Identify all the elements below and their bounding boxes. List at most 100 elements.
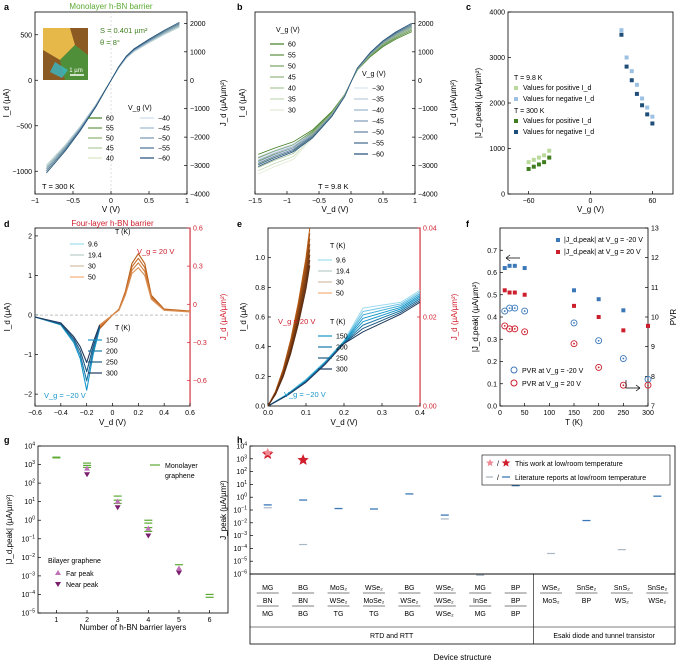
x-axis-label: Number of h-BN barrier layers xyxy=(80,623,187,632)
series-line xyxy=(258,26,412,168)
y2-tick-label: 0 xyxy=(193,302,197,309)
x-tick-label: 0.5 xyxy=(144,198,154,205)
legend-label: Monolayer xyxy=(165,463,198,470)
legend-swatch xyxy=(514,97,518,101)
y-tick-exponent: −5 xyxy=(29,609,35,615)
y2-axis-label: J_d (µA/µm²) xyxy=(449,79,458,126)
y-tick-exponent: −2 xyxy=(241,518,247,524)
device-layer-mid: MoS₂ xyxy=(542,598,559,605)
legend-title: T (K) xyxy=(115,325,130,332)
scale-bar-label: 1 µm xyxy=(69,68,82,74)
data-point xyxy=(508,291,512,295)
legend-label: Near peak xyxy=(66,582,99,589)
y2-tick-label: 11 xyxy=(651,285,658,292)
y-axis-label: I_d (µA) xyxy=(239,302,248,331)
y2-tick-label: 13 xyxy=(651,226,659,233)
y-tick-exponent: 4 xyxy=(32,442,35,448)
y-tick-label: 10−1 xyxy=(234,506,248,515)
y2-tick-label: 1000 xyxy=(190,49,206,56)
y-tick-label: 0.2 xyxy=(487,359,497,366)
y-tick-label: 0.6 xyxy=(487,270,497,277)
device-layer-top: WSe₂ xyxy=(365,585,383,592)
y-axis-label: |J_d,peak| (µA/µm²) xyxy=(5,494,14,565)
data-point xyxy=(630,69,634,73)
data-point-center xyxy=(504,310,506,312)
legend-label: −50 xyxy=(158,136,170,143)
data-point-center xyxy=(647,384,649,386)
arrow-left xyxy=(506,255,520,261)
device-layer-top: SnSe₂ xyxy=(577,585,597,592)
legend-label: 300 xyxy=(106,371,118,378)
annotation-angle: θ = 8° xyxy=(100,38,120,47)
legend-label: Values for negative I_d xyxy=(523,96,594,103)
x-tick-label: −60 xyxy=(523,198,535,205)
y-tick-label: 0.0 xyxy=(487,404,497,411)
legend-title: T (K) xyxy=(115,229,130,236)
legend-title: T (K) xyxy=(330,319,345,326)
data-point xyxy=(645,106,649,110)
device-layer-mid: BN xyxy=(263,598,273,605)
y2-tick-label: −1000 xyxy=(418,106,438,113)
data-point-center xyxy=(509,307,511,309)
legend-label: 60 xyxy=(288,42,296,49)
panel-title: Monolayer h-BN barrier xyxy=(69,2,152,11)
x-tick-label: 300 xyxy=(642,410,654,417)
device-layer-mid: WS₂ xyxy=(615,598,629,605)
legend-label: −40 xyxy=(158,116,170,123)
y-tick-label: 102 xyxy=(236,467,247,476)
legend-title: V_g (V) xyxy=(276,27,300,34)
legend-label: 200 xyxy=(336,345,348,352)
y-axis-label: J_peak (µA/µm²) xyxy=(219,480,228,540)
y-tick-label: 2 xyxy=(28,233,32,240)
y-tick-label: 3000 xyxy=(489,55,505,62)
legend-label: Literature reports at low/room temperatu… xyxy=(515,475,646,482)
y2-tick-label: 9 xyxy=(651,344,655,351)
data-point-center xyxy=(598,340,600,342)
y-tick-exponent: 0 xyxy=(32,516,35,522)
x-axis-label: V_d (V) xyxy=(330,418,357,427)
legend-swatch xyxy=(55,582,61,587)
series-line xyxy=(258,30,412,157)
y2-tick-label: 0.04 xyxy=(423,226,437,233)
y-axis-label: I_d (µA) xyxy=(2,88,11,117)
data-point xyxy=(640,103,644,107)
data-point xyxy=(176,566,182,571)
legend-label: 35 xyxy=(288,97,296,104)
data-point xyxy=(537,156,541,160)
legend-label: −55 xyxy=(158,146,170,153)
panel-label-c: c xyxy=(466,2,471,12)
y2-axis-label: J_d (µA/µm²) xyxy=(450,293,459,340)
panel-label-d: d xyxy=(4,219,10,229)
legend-title: V_g (V) xyxy=(362,71,386,78)
y-tick-label: 500 xyxy=(20,32,32,39)
y-tick-label: −1000 xyxy=(12,169,32,176)
device-layer-mid: WSe₂ xyxy=(400,598,418,605)
y-axis-label: |J_d,peak| (µA/µm²) xyxy=(474,68,483,139)
legend-label: −60 xyxy=(372,152,384,159)
y-tick-exponent: 1 xyxy=(32,497,35,503)
legend-label: −45 xyxy=(158,126,170,133)
annotation-vg: V_g = −20 V xyxy=(44,391,86,400)
panel-label-g: g xyxy=(4,435,10,445)
data-point xyxy=(621,308,625,312)
legend-label: This work at low/room temperature xyxy=(515,461,623,468)
legend-label: Far peak xyxy=(66,571,94,578)
y-tick-label: 103 xyxy=(236,454,247,463)
device-layer-mid: WSe₂ xyxy=(436,598,454,605)
y-tick-exponent: −1 xyxy=(241,506,247,512)
y-axis-label: |J_d,peak| (µA/µm²) xyxy=(471,282,480,353)
legend-label: 250 xyxy=(106,360,118,367)
y-tick-label: 100 xyxy=(24,516,35,525)
y-tick-label: 4000 xyxy=(489,10,505,17)
legend-label: 60 xyxy=(106,116,114,123)
y-tick-label: 10−2 xyxy=(22,553,36,562)
y2-tick-label: 0.00 xyxy=(423,404,437,411)
legend-label: 50 xyxy=(88,275,96,282)
data-point-center xyxy=(524,331,526,333)
legend-label: 19.4 xyxy=(336,269,350,276)
x-tick-label: 6 xyxy=(208,617,212,624)
y-tick-label: 0 xyxy=(28,313,32,320)
y-tick-label: 0.0 xyxy=(255,404,265,411)
